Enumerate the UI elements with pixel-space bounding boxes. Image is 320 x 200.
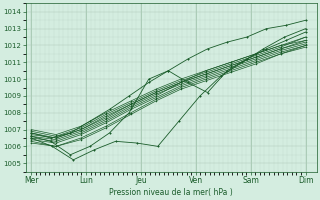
- X-axis label: Pression niveau de la mer( hPa ): Pression niveau de la mer( hPa ): [109, 188, 233, 197]
